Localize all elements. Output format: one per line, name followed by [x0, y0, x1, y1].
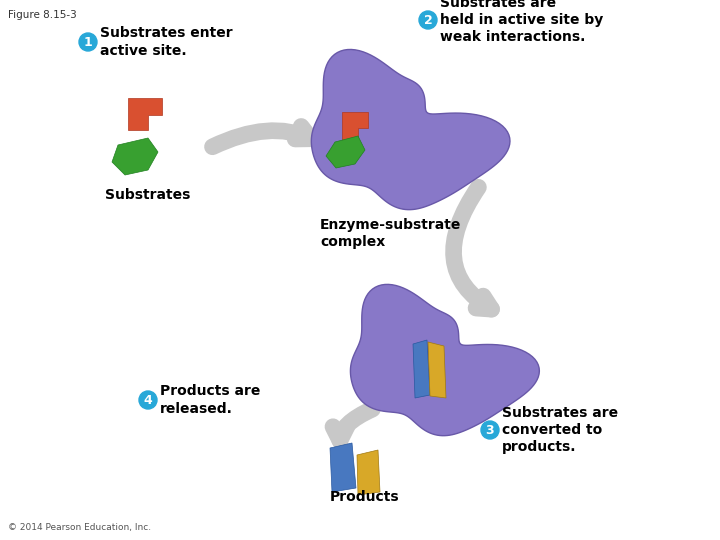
- Polygon shape: [357, 450, 380, 495]
- Polygon shape: [351, 285, 539, 436]
- Text: Substrates: Substrates: [105, 188, 191, 202]
- Text: Substrates are
held in active site by
weak interactions.: Substrates are held in active site by we…: [440, 0, 603, 44]
- Polygon shape: [330, 443, 356, 492]
- Text: Enzyme-substrate
complex: Enzyme-substrate complex: [320, 218, 462, 249]
- Text: Products: Products: [330, 490, 400, 504]
- Polygon shape: [326, 136, 365, 168]
- Text: 4: 4: [143, 394, 153, 407]
- Text: 3: 3: [486, 423, 495, 436]
- Text: Figure 8.15-3: Figure 8.15-3: [8, 10, 77, 20]
- Text: Products are
released.: Products are released.: [160, 384, 261, 416]
- Circle shape: [481, 421, 499, 439]
- Text: Substrates are
converted to
products.: Substrates are converted to products.: [502, 406, 618, 454]
- Polygon shape: [311, 50, 510, 210]
- Polygon shape: [413, 340, 430, 398]
- Polygon shape: [128, 98, 162, 130]
- Text: © 2014 Pearson Education, Inc.: © 2014 Pearson Education, Inc.: [8, 523, 151, 532]
- Text: 2: 2: [423, 14, 433, 26]
- Polygon shape: [428, 342, 446, 398]
- Circle shape: [139, 391, 157, 409]
- Polygon shape: [342, 112, 368, 145]
- FancyArrowPatch shape: [454, 187, 492, 309]
- Circle shape: [419, 11, 437, 29]
- Circle shape: [79, 33, 97, 51]
- FancyArrowPatch shape: [212, 126, 311, 147]
- Text: Substrates enter
active site.: Substrates enter active site.: [100, 26, 233, 58]
- Polygon shape: [112, 138, 158, 175]
- FancyArrowPatch shape: [333, 409, 372, 441]
- Text: 1: 1: [84, 36, 92, 49]
